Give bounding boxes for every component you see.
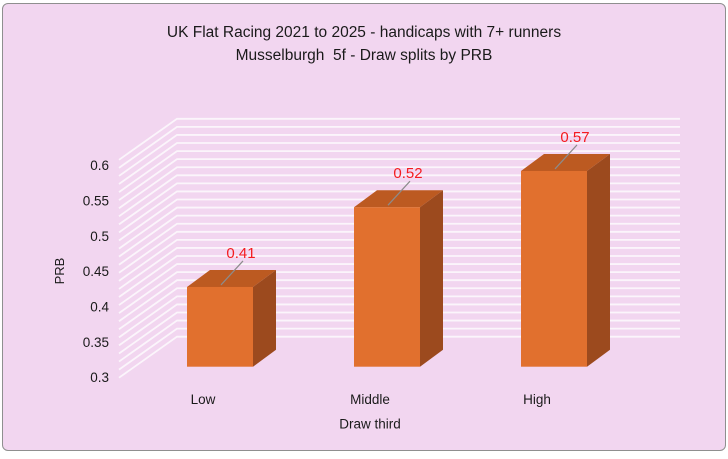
- gridline: [118, 125, 680, 169]
- bar-middle-front-face[interactable]: [354, 207, 420, 367]
- gridline: [118, 255, 680, 298]
- y-tick-label: 0.6: [90, 158, 109, 173]
- bar-low-front-face[interactable]: [187, 286, 253, 367]
- gridline: [118, 150, 680, 193]
- data-label: 0.57: [560, 129, 589, 146]
- y-tick-label: 0.35: [83, 335, 109, 350]
- y-tick-label: 0.5: [90, 229, 109, 244]
- gridline: [118, 295, 680, 339]
- x-axis-title: Draw third: [339, 417, 401, 432]
- chart-title-block: UK Flat Racing 2021 to 2025 - handicaps …: [3, 21, 725, 67]
- gridline: [118, 287, 680, 331]
- gridline: [118, 174, 680, 218]
- gridline: [118, 190, 680, 234]
- bar-low-side-face[interactable]: [253, 269, 276, 367]
- y-tick-label: 0.45: [83, 264, 109, 279]
- gridline: [118, 214, 680, 258]
- gridline: [118, 222, 680, 266]
- gridline: [118, 142, 680, 185]
- chart-subtitle: Musselburgh 5f - Draw splits by PRB: [235, 47, 493, 64]
- gridline: [118, 327, 680, 371]
- gridline: [118, 134, 680, 177]
- bar-high-top-face[interactable]: [521, 153, 610, 171]
- x-category-label: High: [523, 392, 551, 407]
- chart-title: UK Flat Racing 2021 to 2025 - handicaps …: [166, 24, 562, 41]
- bar-low-top-face[interactable]: [187, 269, 276, 287]
- bar-high-side-face[interactable]: [587, 153, 610, 367]
- data-label-leader-line: [387, 180, 411, 206]
- gridline: [118, 263, 680, 306]
- x-category-label: Low: [191, 392, 216, 407]
- gridline: [118, 166, 680, 209]
- bar-middle-top-face[interactable]: [354, 190, 443, 208]
- gridline: [118, 319, 680, 363]
- gridline: [118, 198, 680, 242]
- gridline: [118, 279, 680, 322]
- gridline: [118, 311, 680, 355]
- data-label: 0.52: [393, 165, 422, 182]
- x-category-label: Middle: [350, 392, 390, 407]
- y-tick-label: 0.4: [90, 300, 109, 315]
- gridline: [118, 182, 680, 226]
- gridline: [118, 303, 680, 347]
- gridline: [118, 158, 680, 201]
- gridline: [118, 247, 680, 290]
- bar-middle-side-face[interactable]: [420, 190, 443, 367]
- gridline: [118, 238, 680, 282]
- y-tick-label: 0.3: [90, 370, 109, 385]
- data-label-leader-line: [220, 260, 244, 286]
- y-axis-title: PRB: [52, 258, 67, 285]
- gridline: [118, 230, 680, 274]
- gridline: [118, 206, 680, 250]
- y-tick-label: 0.55: [83, 194, 109, 209]
- data-label-leader-line: [554, 144, 578, 170]
- gridline: [118, 335, 680, 379]
- data-label: 0.41: [226, 245, 255, 262]
- bar-high-front-face[interactable]: [521, 170, 587, 367]
- gridline: [118, 271, 680, 314]
- gridline: [118, 117, 680, 161]
